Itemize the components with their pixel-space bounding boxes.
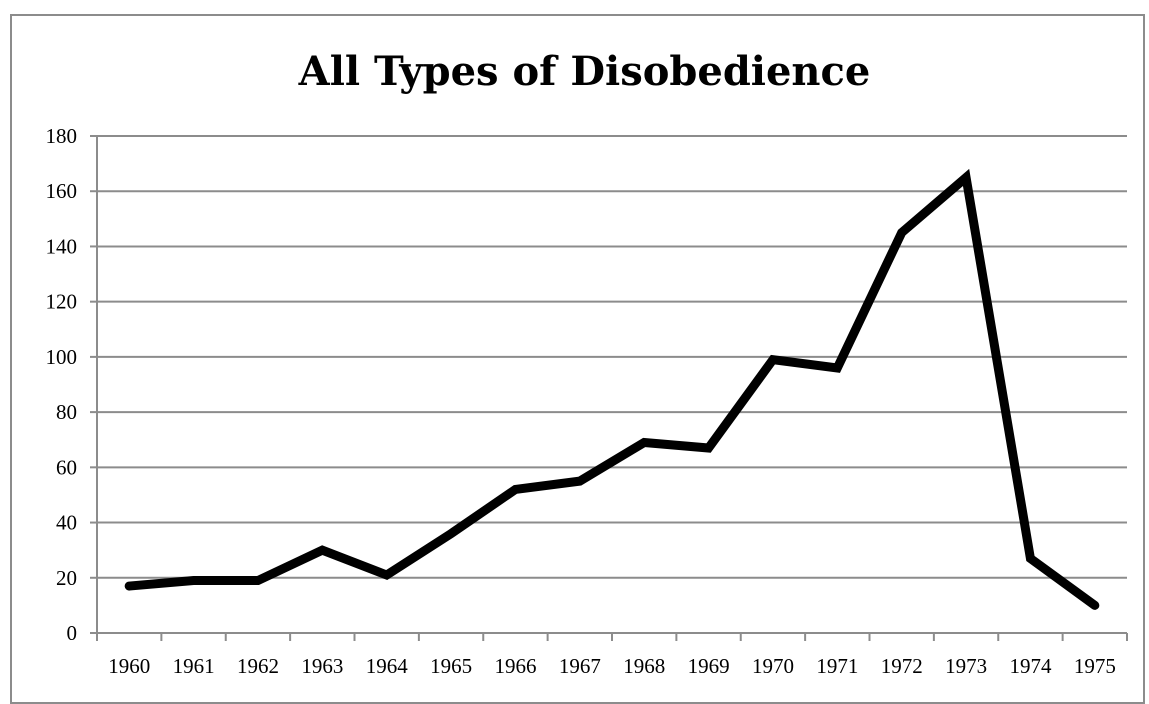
data-point <box>321 549 323 551</box>
series-group <box>124 168 1100 610</box>
x-tick-label: 1961 <box>173 654 215 678</box>
y-tick-label: 100 <box>46 345 78 369</box>
data-point <box>386 574 388 576</box>
x-tick-label: 1965 <box>430 654 472 678</box>
x-axis-tick-labels: 1960 1961 1962 1963 1964 1965 1966 1967 1968 1969… <box>108 654 1116 678</box>
data-point <box>836 367 838 369</box>
x-tick-label: 1970 <box>752 654 794 678</box>
data-point <box>772 359 774 361</box>
x-tick-label: 1971 <box>816 654 858 678</box>
data-point <box>901 232 903 234</box>
series-line <box>124 168 1100 610</box>
data-point <box>579 480 581 482</box>
y-tick-label: 60 <box>56 455 77 479</box>
data-point <box>514 488 516 490</box>
y-tick-label: 80 <box>56 400 77 424</box>
x-tick-label: 1962 <box>237 654 279 678</box>
y-tick-label: 140 <box>46 234 78 258</box>
x-tick-label: 1964 <box>366 654 409 678</box>
x-tick-label: 1974 <box>1009 654 1052 678</box>
chart-title: All Types of Disobedience <box>298 48 871 95</box>
data-point <box>193 580 195 582</box>
y-tick-label: 20 <box>56 566 77 590</box>
data-point <box>1029 557 1031 559</box>
y-axis-tick-labels: 0 20 40 60 80 100 120 140 160 180 <box>46 124 78 645</box>
data-point <box>128 585 130 587</box>
y-tick-label: 180 <box>46 124 78 148</box>
y-tick-label: 120 <box>46 290 78 314</box>
axes <box>90 135 1128 641</box>
data-point <box>1094 604 1096 606</box>
x-tick-label: 1972 <box>881 654 923 678</box>
x-tick-label: 1960 <box>108 654 150 678</box>
x-tick-label: 1968 <box>623 654 665 678</box>
y-tick-label: 40 <box>56 511 77 535</box>
x-tick-label: 1966 <box>494 654 536 678</box>
data-point <box>643 441 645 443</box>
data-point <box>257 580 259 582</box>
y-tick-label: 160 <box>46 179 78 203</box>
chart-frame <box>10 14 1145 704</box>
data-point <box>965 176 967 178</box>
x-tick-label: 1969 <box>688 654 730 678</box>
x-tick-label: 1975 <box>1074 654 1116 678</box>
x-tick-label: 1963 <box>301 654 343 678</box>
data-point <box>708 447 710 449</box>
gridlines <box>97 135 1127 579</box>
data-point <box>450 533 452 535</box>
x-tick-label: 1973 <box>945 654 987 678</box>
y-tick-label: 0 <box>67 621 78 645</box>
x-tick-label: 1967 <box>559 654 601 678</box>
